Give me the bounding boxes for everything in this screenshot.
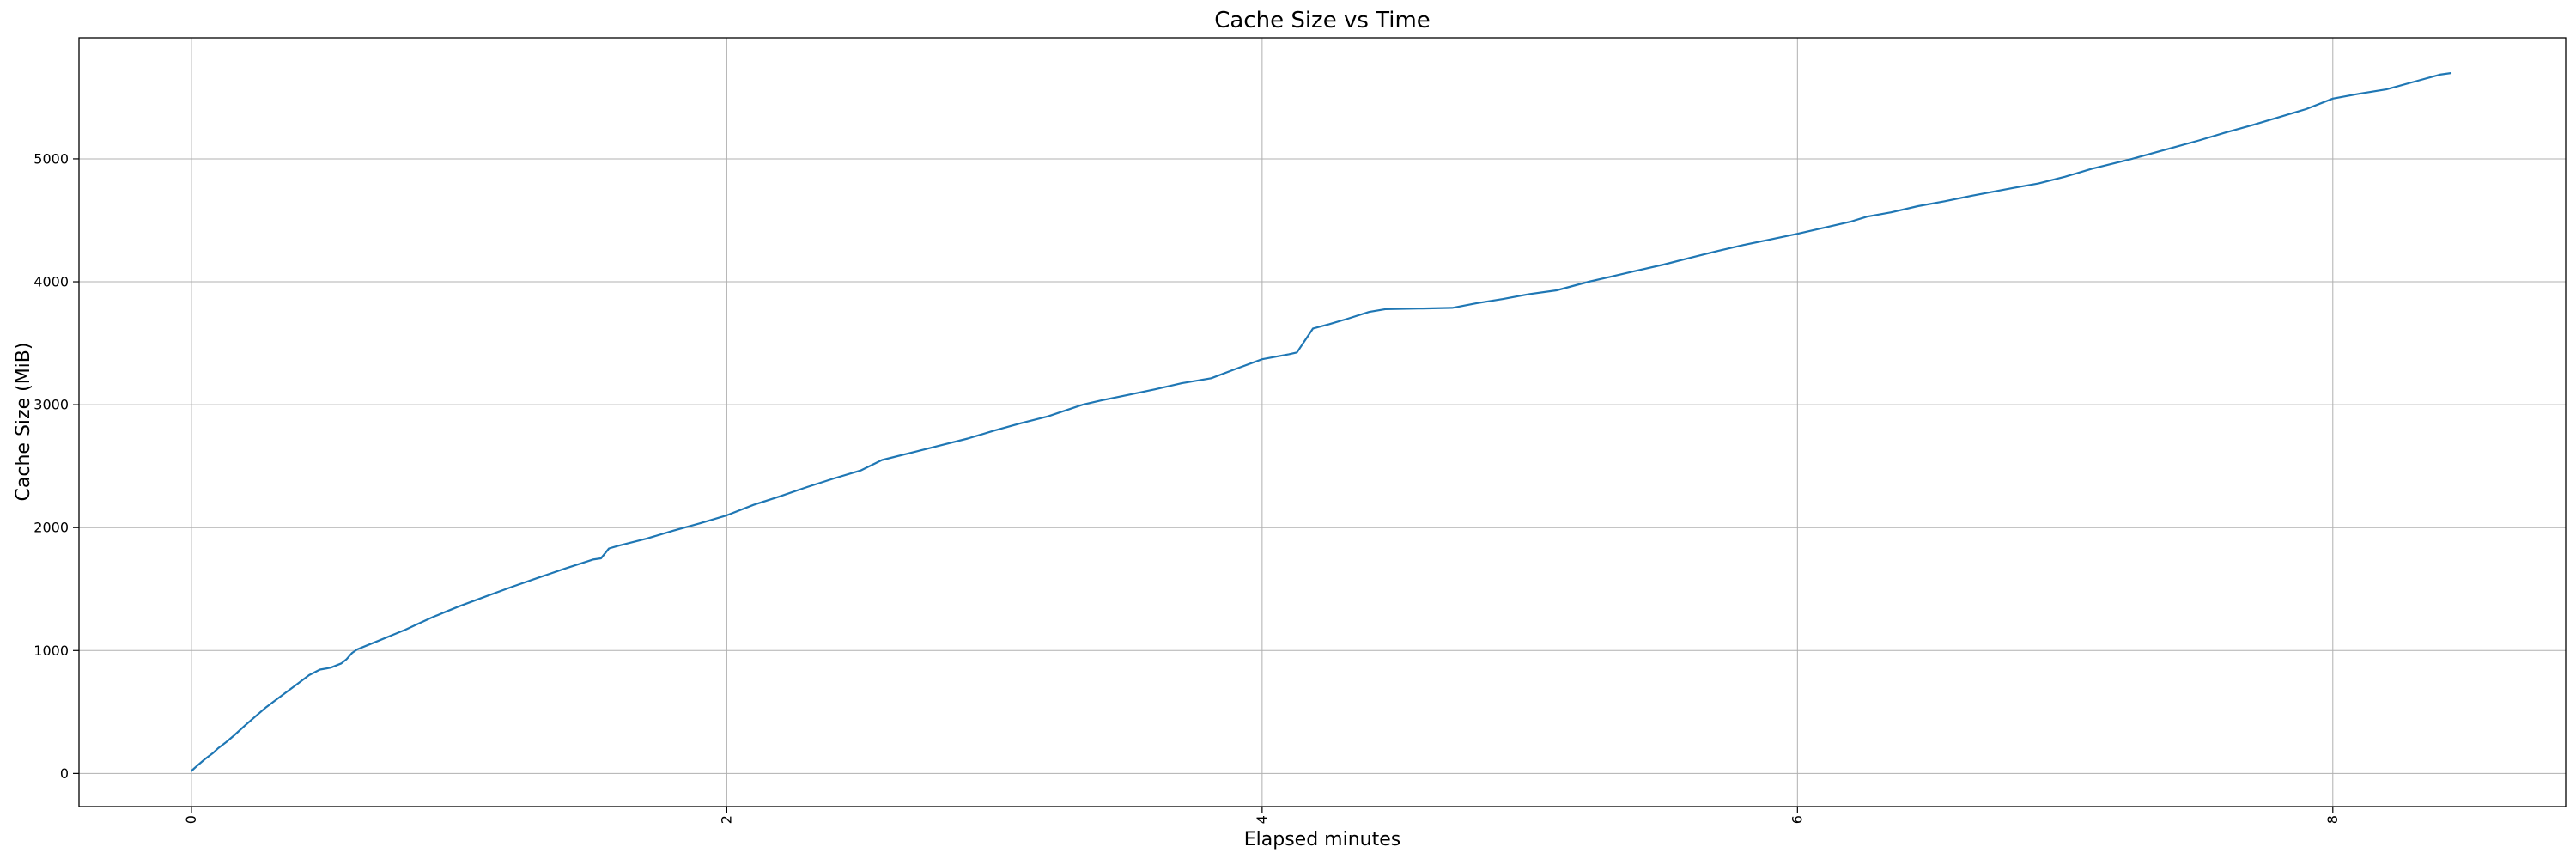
tick-marks bbox=[73, 158, 2334, 813]
y-tick-label: 5000 bbox=[33, 150, 69, 167]
x-tick-label: 8 bbox=[2324, 815, 2341, 824]
x-tick-label: 2 bbox=[718, 815, 734, 824]
y-tick-label: 1000 bbox=[33, 643, 69, 659]
plot-frame bbox=[78, 37, 2567, 807]
x-tick-label: 4 bbox=[1254, 815, 1270, 824]
y-axis-label: Cache Size (MiB) bbox=[13, 343, 34, 502]
y-tick-label: 2000 bbox=[33, 520, 69, 536]
x-tick-label: 0 bbox=[183, 815, 199, 824]
y-axis-tick-labels: 0 1000 2000 3000 4000 5000 bbox=[33, 150, 69, 781]
y-tick-label: 3000 bbox=[33, 397, 69, 413]
series-group bbox=[190, 72, 2452, 772]
x-axis-label: Elapsed minutes bbox=[1244, 829, 1400, 850]
chart-title: Cache Size vs Time bbox=[1214, 8, 1431, 34]
y-tick-label: 4000 bbox=[33, 274, 69, 290]
x-axis-tick-labels: 0 2 4 6 8 bbox=[183, 815, 2341, 824]
y-tick-label: 0 bbox=[60, 765, 69, 782]
x-tick-label: 6 bbox=[1789, 815, 1805, 824]
cache-size-series-line bbox=[190, 72, 2452, 772]
gridlines bbox=[79, 38, 2566, 807]
